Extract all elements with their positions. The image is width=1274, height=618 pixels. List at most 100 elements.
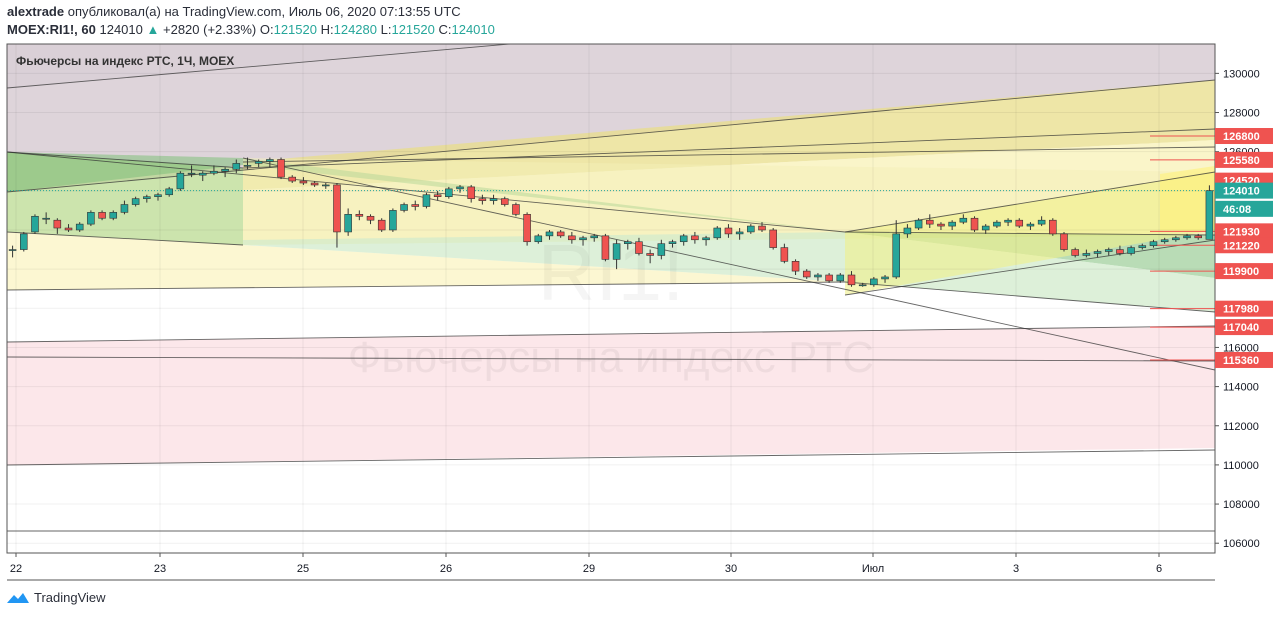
candle-body [970, 217, 979, 231]
price-label-bg [1215, 237, 1273, 254]
candle [1015, 218, 1024, 229]
trend-line [6, 231, 244, 246]
price-label-bg [1215, 263, 1273, 280]
candle [31, 214, 39, 234]
candle-body [254, 161, 263, 164]
y-tick-label: 116000 [1223, 342, 1259, 354]
candle-body [176, 172, 185, 190]
candle-body [657, 243, 666, 256]
candle-body [187, 172, 196, 175]
price-label-text: 124010 [1223, 186, 1260, 198]
candle [187, 165, 196, 178]
candle [87, 210, 95, 227]
price-label-bg [1215, 182, 1273, 199]
candle-body [1194, 235, 1202, 239]
candle [53, 218, 62, 234]
candle [322, 182, 330, 189]
x-tick-label: 26 [440, 563, 452, 575]
candle-body [702, 237, 710, 241]
candle [310, 181, 319, 187]
trend-line [6, 43, 511, 89]
trend-line [6, 325, 1216, 343]
candle-body [400, 204, 408, 211]
candle-body [500, 198, 509, 205]
candle [758, 222, 766, 232]
candle-body [1037, 219, 1046, 225]
candle [232, 159, 241, 174]
price-labels: 12680012558012452012401046:0812193012122… [1215, 128, 1273, 368]
candle [747, 224, 755, 234]
candle [937, 222, 945, 230]
candle-body [355, 214, 364, 217]
candle [948, 220, 956, 230]
candle-body [344, 214, 352, 233]
candle-body [478, 198, 487, 201]
candle-body [679, 235, 688, 243]
candle-body [903, 227, 912, 235]
candle [668, 239, 677, 248]
candle-body [635, 241, 643, 254]
price-label-bg [1215, 300, 1273, 317]
candle [75, 222, 84, 232]
tradingview-logo-icon [7, 592, 29, 603]
candle [1004, 218, 1012, 227]
candle [858, 282, 867, 287]
candle-body [713, 227, 722, 239]
candle-body [1082, 253, 1091, 256]
candle [1104, 247, 1113, 256]
candle [366, 214, 375, 225]
candle-body [534, 235, 543, 243]
price-label-bg [1215, 128, 1273, 145]
candle [724, 224, 733, 238]
candle-body [847, 274, 856, 286]
candle-body [858, 284, 867, 287]
chart-title: Фьючерсы на индекс РТС, 1Ч, MOEX [16, 54, 234, 68]
candle [198, 171, 207, 182]
candle-body [1004, 219, 1012, 223]
candle [1138, 243, 1147, 250]
candle-body [299, 180, 308, 184]
candle [847, 271, 856, 287]
channel-fill [1160, 166, 1215, 232]
candle [478, 194, 487, 205]
x-tick-label: 3 [1013, 563, 1019, 575]
low-value: 121520 [391, 22, 435, 37]
trend-line [844, 239, 1216, 296]
candle [612, 239, 621, 270]
candle [624, 239, 632, 250]
candle [1093, 249, 1102, 258]
candle-body [1071, 249, 1079, 256]
y-tick-label: 130000 [1223, 68, 1260, 80]
candle-body [981, 225, 990, 231]
candle-body [266, 159, 274, 162]
candle-body [98, 212, 106, 219]
candle [646, 249, 654, 264]
candle [288, 175, 296, 183]
candle [355, 210, 364, 221]
candle [814, 273, 822, 281]
y-tick-label: 112000 [1223, 421, 1259, 433]
candle-body [31, 215, 39, 233]
candle-body [366, 215, 375, 221]
candle-body [948, 221, 956, 227]
price-label-bg [1215, 351, 1273, 368]
high-label: H: [320, 22, 334, 37]
watermark: RI1! Фьючерсы на индекс РТС [348, 228, 874, 382]
author-name[interactable]: alextrade [7, 4, 65, 19]
candle-body [870, 278, 878, 286]
candle [993, 220, 1001, 229]
candle-body [389, 210, 397, 231]
candle-body [221, 168, 229, 172]
candle-body [377, 219, 386, 231]
symbol-name: MOEX:RI1!, 60 [7, 22, 96, 37]
trend-line [242, 146, 1216, 163]
x-tick-label: 30 [725, 563, 737, 575]
candle [523, 212, 531, 246]
candle [243, 157, 252, 170]
trend-line [6, 356, 1216, 362]
candle-body [892, 233, 900, 278]
candle-body [747, 225, 755, 233]
candle [1183, 233, 1191, 240]
x-tick-label: 22 [10, 563, 22, 575]
